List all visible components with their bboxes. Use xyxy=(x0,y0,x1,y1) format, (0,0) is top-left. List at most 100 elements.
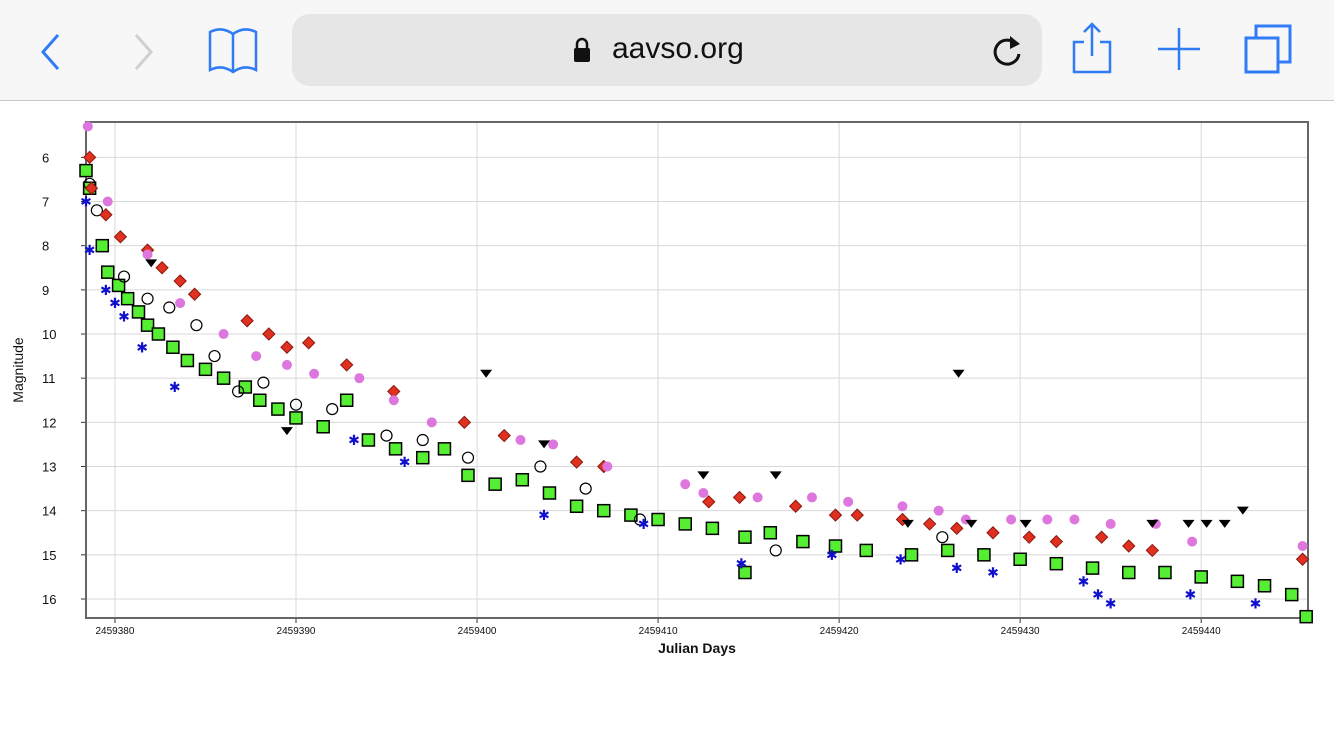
data-point-triangle xyxy=(769,471,782,480)
data-point-square xyxy=(1194,570,1208,584)
data-point-square xyxy=(651,512,665,527)
data-point-star: ✱ xyxy=(109,295,121,311)
data-point-star: ✱ xyxy=(136,339,148,355)
data-point-diamond xyxy=(788,499,803,513)
x-tick-label: 2459430 xyxy=(1001,626,1040,637)
data-point-star: ✱ xyxy=(1184,587,1196,603)
new-tab-icon[interactable] xyxy=(1156,26,1202,72)
data-point-square xyxy=(624,508,638,522)
data-point-square xyxy=(461,468,475,483)
data-point-hexagon xyxy=(548,439,559,450)
address-bar[interactable]: aavso.org xyxy=(292,14,1042,86)
data-point-hexagon xyxy=(933,505,944,516)
tabs-icon[interactable] xyxy=(1244,24,1294,76)
plot-frame xyxy=(85,121,1309,619)
x-tick-label: 2459420 xyxy=(820,626,859,637)
data-point-circle xyxy=(190,319,203,332)
data-point-circle xyxy=(117,270,131,283)
url-text: aavso.org xyxy=(612,32,744,65)
data-point-square xyxy=(1013,552,1027,567)
data-point-diamond xyxy=(497,428,511,443)
data-point-star: ✱ xyxy=(1078,573,1090,589)
data-point-hexagon xyxy=(843,496,854,507)
x-tick-label: 2459410 xyxy=(639,626,678,637)
data-point-square xyxy=(253,393,267,408)
y-tick-label: 13 xyxy=(42,460,56,475)
back-icon[interactable] xyxy=(38,32,64,72)
bookmarks-icon[interactable] xyxy=(206,26,262,76)
data-point-hexagon xyxy=(354,373,365,384)
data-point-diamond xyxy=(457,415,472,430)
data-point-triangle xyxy=(538,440,551,449)
data-point-square xyxy=(79,163,93,178)
data-point-star: ✱ xyxy=(169,379,181,395)
data-point-triangle xyxy=(280,427,293,436)
data-point-square xyxy=(437,442,452,456)
data-point-star: ✱ xyxy=(1105,595,1117,611)
data-point-square xyxy=(828,539,843,553)
data-point-triangle xyxy=(1218,519,1231,528)
series-green-squares xyxy=(79,163,1313,624)
data-point-hexagon xyxy=(175,298,186,309)
x-tick-label: 2459390 xyxy=(277,626,316,637)
data-point-star: ✱ xyxy=(735,556,747,572)
data-point-diamond xyxy=(187,287,202,301)
data-point-triangle xyxy=(480,369,493,378)
data-point-square xyxy=(1230,574,1245,589)
data-point-square xyxy=(316,420,330,434)
data-point-square xyxy=(1085,561,1100,575)
data-point-square xyxy=(738,530,752,544)
data-point-square xyxy=(120,291,135,306)
reload-icon[interactable] xyxy=(990,34,1024,70)
data-point-square xyxy=(339,393,354,408)
light-curve-chart: 2459380 2459390 2459400 2459410 2459420 24594… xyxy=(10,121,1313,656)
data-point-hexagon xyxy=(388,395,399,406)
data-point-hexagon xyxy=(1297,541,1308,552)
data-point-triangle xyxy=(1236,506,1249,515)
data-point-square xyxy=(111,278,126,293)
data-point-square xyxy=(1049,556,1064,571)
data-point-diamond xyxy=(280,340,294,354)
data-point-square xyxy=(763,526,778,540)
data-point-square xyxy=(1299,609,1313,624)
data-point-triangle xyxy=(1146,519,1159,528)
data-point-triangle xyxy=(965,519,978,528)
x-tick-label: 2459400 xyxy=(458,626,497,637)
data-point-circle xyxy=(380,429,393,442)
forward-icon[interactable] xyxy=(130,32,156,72)
data-point-star: ✱ xyxy=(1092,587,1104,603)
data-point-circle xyxy=(579,482,592,495)
series-blue-stars: ✱✱✱✱✱✱✱✱✱✱✱✱✱ ✱✱ ✱✱✱✱✱✱ xyxy=(80,194,1261,612)
data-point-square xyxy=(488,477,502,491)
data-point-star: ✱ xyxy=(951,560,963,576)
data-point-circle xyxy=(534,460,547,473)
data-point-star: ✱ xyxy=(118,308,130,324)
x-axis-label: Julian Days xyxy=(658,640,736,656)
data-point-square xyxy=(597,503,611,518)
data-point-circle xyxy=(163,301,176,314)
data-point-hexagon xyxy=(752,492,763,503)
data-point-hexagon xyxy=(309,368,320,379)
data-point-square xyxy=(1257,579,1272,593)
data-point-square xyxy=(271,402,285,416)
data-point-star: ✱ xyxy=(826,547,838,563)
data-point-triangle xyxy=(697,471,710,480)
data-point-diamond xyxy=(922,517,937,531)
data-point-diamond xyxy=(732,490,747,505)
data-point-diamond xyxy=(240,314,254,328)
data-point-hexagon xyxy=(281,359,292,370)
data-point-square xyxy=(151,327,166,341)
data-point-triangle xyxy=(952,369,965,378)
share-icon[interactable] xyxy=(1070,20,1114,76)
data-point-diamond xyxy=(113,230,128,244)
data-point-square xyxy=(1284,587,1299,602)
browser-toolbar: aavso.org xyxy=(0,0,1334,101)
data-point-square xyxy=(569,499,584,514)
data-point-diamond xyxy=(950,521,964,536)
data-point-circle xyxy=(416,433,429,447)
data-point-square xyxy=(216,371,231,385)
data-point-hexagon xyxy=(602,461,613,472)
data-point-hexagon xyxy=(142,249,153,260)
data-point-square xyxy=(166,340,180,355)
data-point-hexagon xyxy=(1187,536,1198,547)
